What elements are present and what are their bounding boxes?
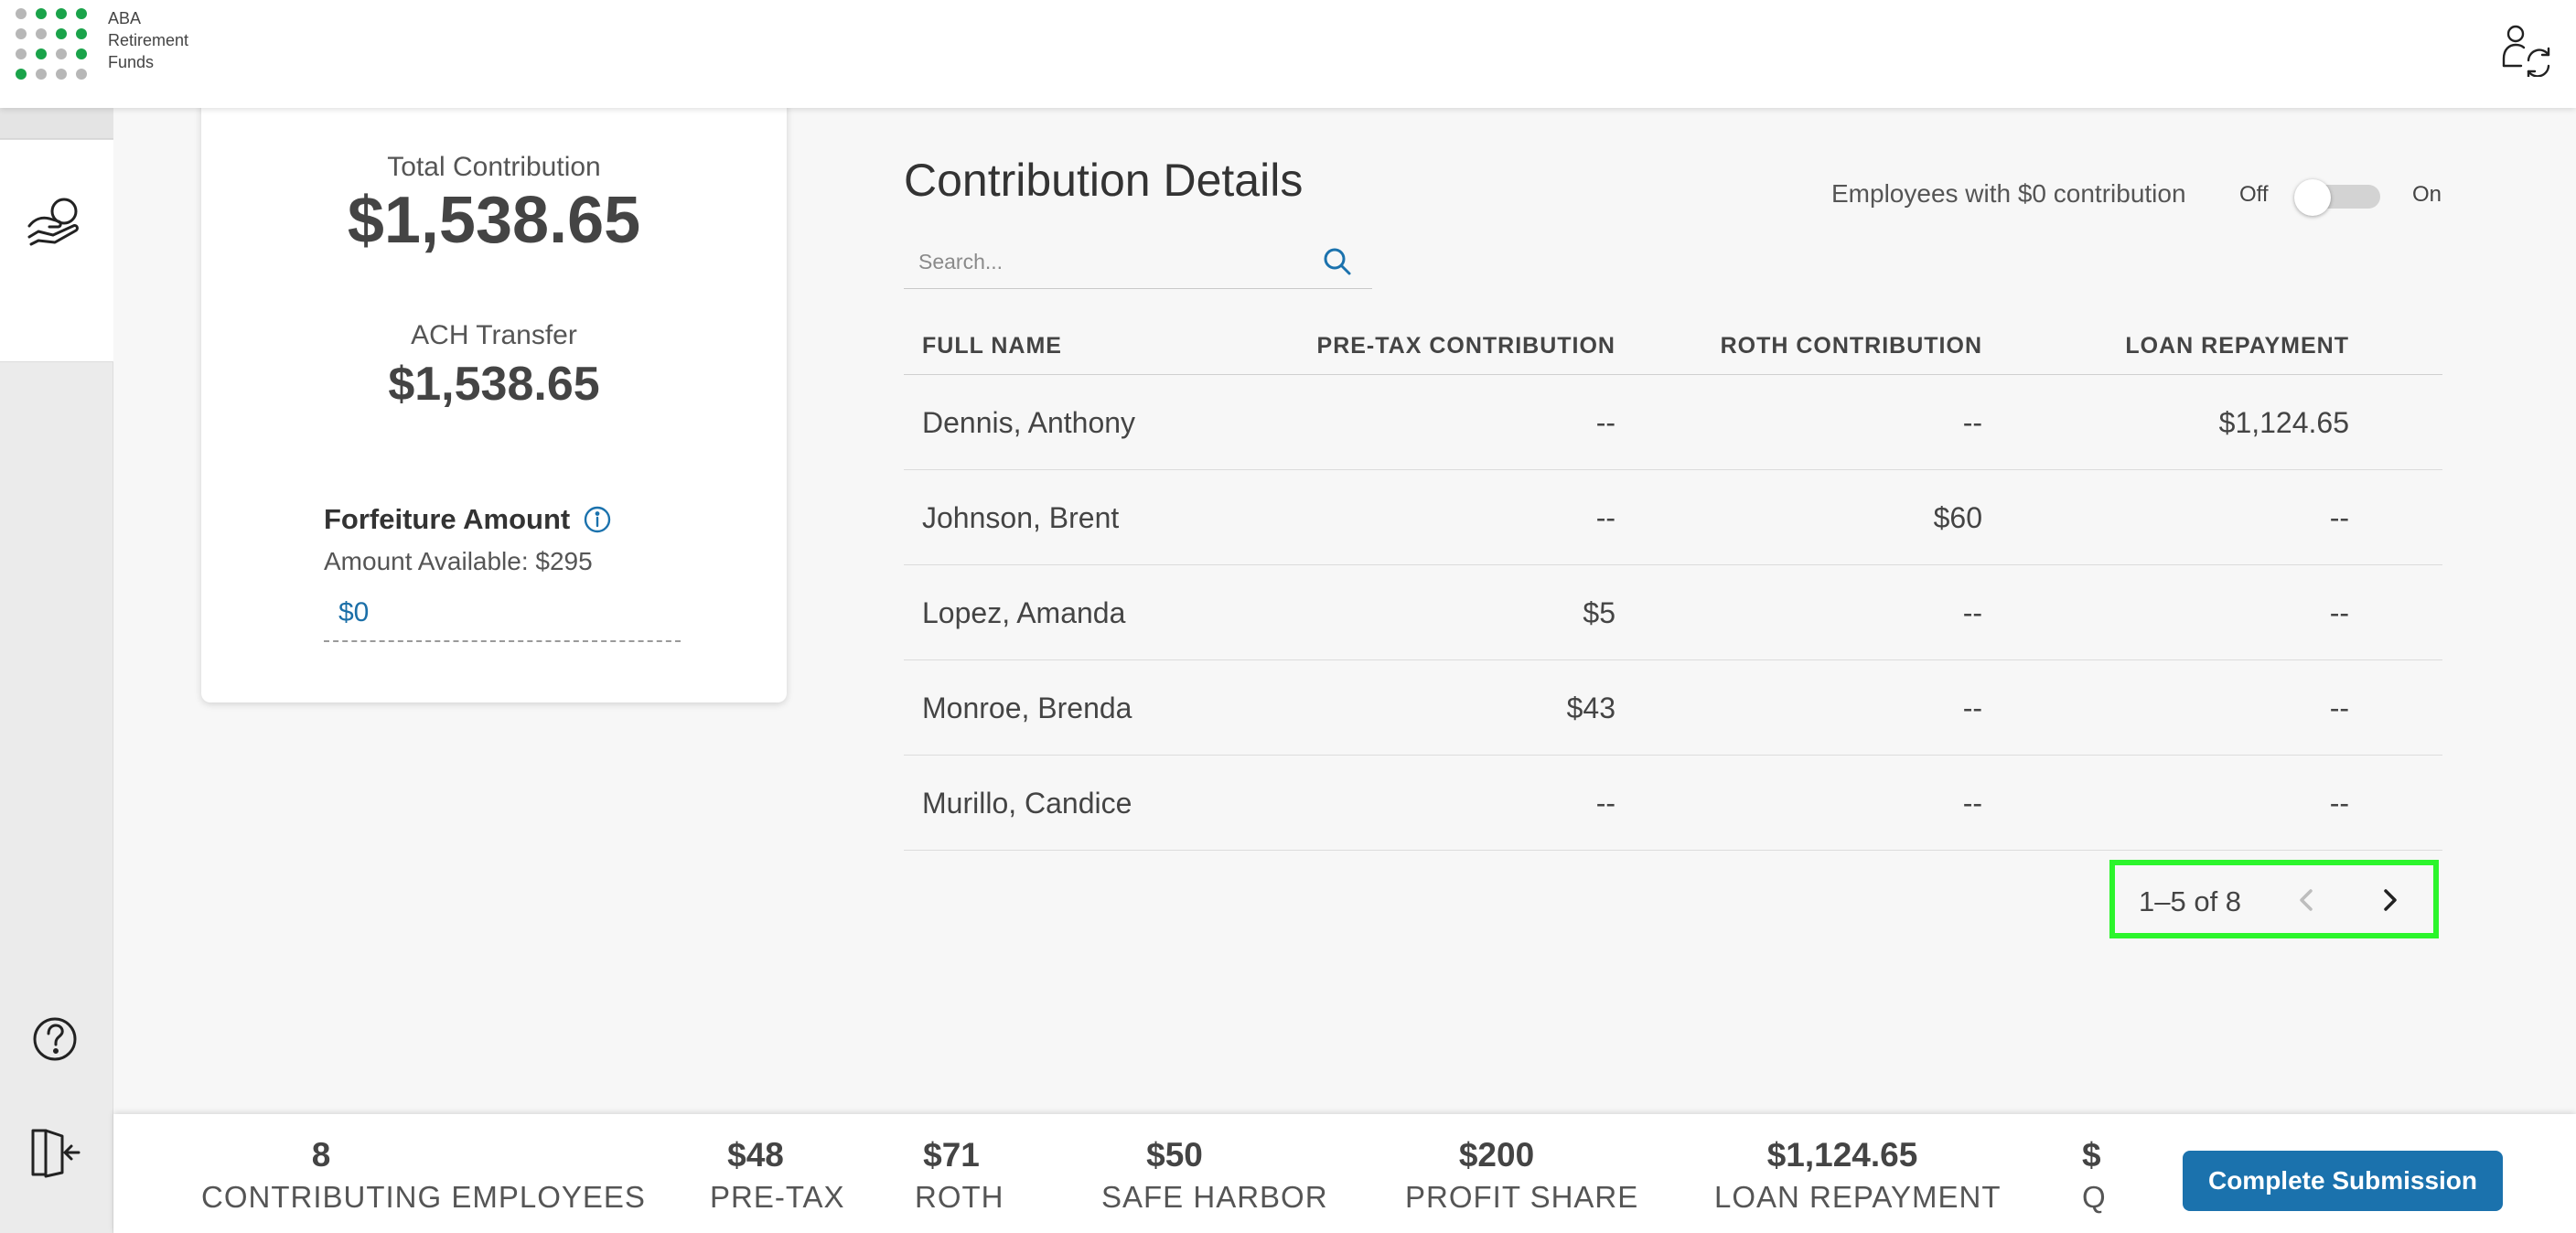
cell-roth: -- — [1962, 692, 1982, 724]
search-box — [904, 236, 1372, 289]
total-contribution-label: Total Contribution — [387, 152, 601, 182]
col-roth[interactable]: ROTH CONTRIBUTION — [1720, 333, 1982, 359]
cell-name: Dennis, Anthony — [922, 406, 1136, 439]
pagination: 1–5 of 8 — [2109, 860, 2439, 938]
toggle-on-label: On — [2412, 182, 2442, 207]
logout-icon[interactable] — [26, 1123, 84, 1182]
stat-safe-harbor: $50 SAFE HARBOR — [1101, 1136, 1328, 1215]
table-row[interactable]: Dennis, Anthony -- -- $1,124.65 — [904, 375, 2442, 470]
summary-footer: 8 CONTRIBUTING EMPLOYEES $48 PRE-TAX $71… — [113, 1114, 2576, 1233]
logo-line-3: Funds — [108, 53, 155, 71]
stat-roth: $71 ROTH — [915, 1136, 1004, 1215]
logo-line-1: ABA — [108, 9, 142, 27]
cell-loan: -- — [2329, 692, 2349, 724]
logo-text: ABA Retirement Funds — [108, 7, 188, 73]
cell-name: Monroe, Brenda — [922, 692, 1132, 724]
cell-pretax: $43 — [1566, 692, 1615, 724]
cell-pretax: -- — [1595, 501, 1615, 534]
cell-roth: -- — [1962, 787, 1982, 820]
cell-loan: -- — [2329, 596, 2349, 629]
stat-value: $200 — [1458, 1136, 1535, 1174]
forfeiture-title: Forfeiture Amount — [324, 503, 612, 536]
forfeiture-label: Forfeiture Amount — [324, 503, 571, 535]
table-row[interactable]: Lopez, Amanda $5 -- -- — [904, 565, 2442, 660]
zero-contribution-toggle-label: Employees with $0 contribution — [1831, 179, 2186, 208]
cell-pretax: $5 — [1583, 596, 1615, 629]
contribution-details-title: Contribution Details — [904, 155, 1304, 206]
complete-submission-button[interactable]: Complete Submission — [2183, 1151, 2503, 1211]
pagination-range: 1–5 of 8 — [2139, 885, 2242, 917]
cell-pretax: -- — [1595, 406, 1615, 439]
cell-roth: -- — [1962, 406, 1982, 439]
total-contribution-value: $1,538.65 — [347, 184, 641, 257]
col-pretax[interactable]: PRE-TAX CONTRIBUTION — [1316, 333, 1615, 359]
stat-value: $ — [2082, 1136, 2101, 1174]
toggle-off-label: Off — [2239, 182, 2269, 207]
table-header: FULL NAME PRE-TAX CONTRIBUTION ROTH CONT… — [904, 311, 2442, 375]
sidebar-top-tab[interactable] — [0, 108, 113, 139]
ach-transfer-value: $1,538.65 — [388, 358, 600, 411]
stat-label: LOAN REPAYMENT — [1714, 1180, 2002, 1214]
sidebar — [0, 108, 113, 1233]
user-switch-icon[interactable] — [2501, 24, 2554, 77]
col-full-name[interactable]: FULL NAME — [922, 333, 1062, 359]
table-row[interactable]: Monroe, Brenda $43 -- -- — [904, 660, 2442, 756]
logo-line-2: Retirement — [108, 31, 189, 49]
stat-value: $1,124.65 — [1766, 1136, 1918, 1174]
table-row[interactable]: Johnson, Brent -- $60 -- — [904, 470, 2442, 565]
search-input[interactable] — [904, 236, 1306, 287]
stat-label: PRE-TAX — [710, 1180, 845, 1214]
cell-loan: -- — [2329, 501, 2349, 534]
stat-label: Q — [2082, 1180, 2107, 1214]
stat-label: SAFE HARBOR — [1101, 1180, 1328, 1214]
chevron-left-icon[interactable] — [2289, 882, 2325, 918]
cell-roth: $60 — [1933, 501, 1982, 534]
stat-pretax: $48 PRE-TAX — [710, 1136, 845, 1215]
stat-label: PROFIT SHARE — [1405, 1180, 1639, 1214]
cell-name: Murillo, Candice — [922, 787, 1132, 820]
stat-value: $48 — [727, 1136, 784, 1174]
cell-pretax: -- — [1595, 787, 1615, 820]
summary-card: Total Contribution $1,538.65 ACH Transfe… — [201, 91, 787, 702]
stat-label: CONTRIBUTING EMPLOYEES — [201, 1180, 646, 1214]
cell-name: Johnson, Brent — [922, 501, 1120, 534]
stat-value: $71 — [923, 1136, 980, 1174]
stat-clipped: $ Q — [2082, 1136, 2108, 1228]
cell-loan: -- — [2329, 787, 2349, 820]
cell-name: Lopez, Amanda — [922, 596, 1126, 629]
help-icon[interactable] — [26, 1010, 84, 1068]
stat-label: ROTH — [915, 1180, 1004, 1214]
ach-transfer-label: ACH Transfer — [411, 320, 577, 350]
zero-contribution-toggle[interactable] — [2294, 179, 2382, 216]
col-loan[interactable]: LOAN REPAYMENT — [2125, 333, 2349, 359]
stat-value: 8 — [311, 1136, 331, 1174]
amount-available: Amount Available: $295 — [324, 547, 593, 575]
logo-icon — [16, 8, 87, 80]
chevron-right-icon[interactable] — [2371, 882, 2408, 918]
stat-contributing-employees: 8 CONTRIBUTING EMPLOYEES — [201, 1136, 646, 1215]
table-row[interactable]: Murillo, Candice -- -- -- — [904, 756, 2442, 851]
stat-loan-repayment: $1,124.65 LOAN REPAYMENT — [1714, 1136, 2002, 1215]
search-icon[interactable] — [1321, 245, 1354, 278]
sidebar-item-contributions[interactable] — [0, 139, 113, 362]
app-header: ABA Retirement Funds — [0, 0, 2576, 108]
forfeiture-amount-input[interactable] — [324, 585, 681, 642]
toggle-knob — [2294, 179, 2331, 216]
cell-roth: -- — [1962, 596, 1982, 629]
info-icon[interactable] — [583, 505, 612, 534]
cell-loan: $1,124.65 — [2218, 406, 2349, 439]
hand-coin-icon — [27, 198, 79, 246]
stat-profit-share: $200 PROFIT SHARE — [1405, 1136, 1639, 1215]
stat-value: $50 — [1146, 1136, 1203, 1174]
contribution-table: FULL NAME PRE-TAX CONTRIBUTION ROTH CONT… — [904, 311, 2442, 851]
